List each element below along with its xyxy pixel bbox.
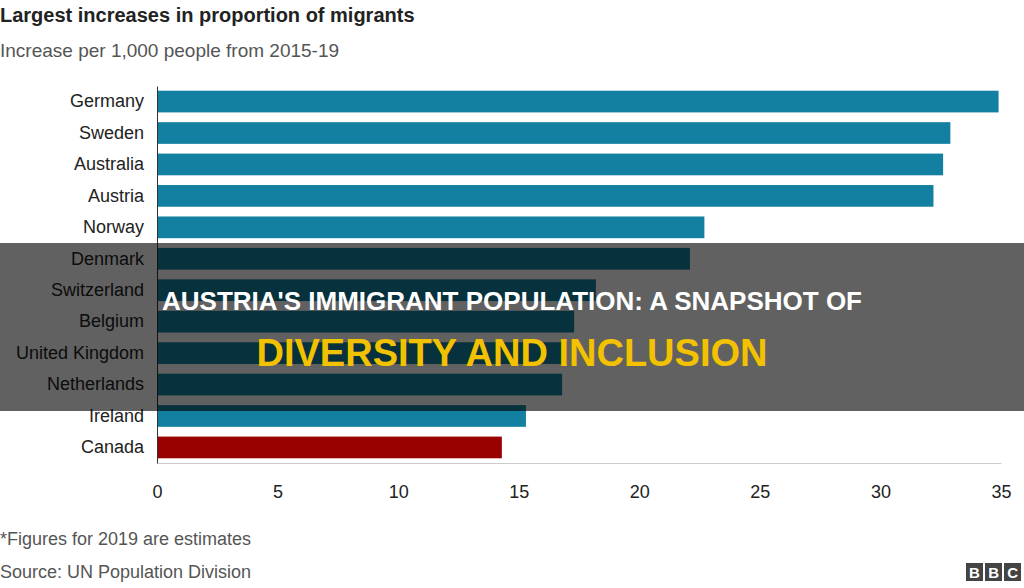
bar	[157, 122, 950, 144]
x-tick: 0	[152, 463, 162, 502]
chart: Largest increases in proportion of migra…	[0, 0, 1024, 588]
title: Largest increases in proportion of migra…	[0, 4, 415, 26]
x-tick: 25	[750, 463, 770, 502]
subtitle: Increase per 1,000 people from 2015-19	[0, 40, 339, 61]
x-tick-label: 10	[389, 482, 409, 502]
x-tick-label: 35	[991, 482, 1011, 502]
y-tick: Canada	[81, 437, 157, 457]
bar	[157, 154, 943, 176]
y-tick: Germany	[70, 91, 157, 111]
x-tick-label: 30	[871, 482, 891, 502]
y-tick-label: Australia	[74, 154, 145, 174]
y-tick: Austria	[88, 186, 157, 206]
x-tick: 15	[509, 463, 529, 502]
overlay-subtitle: DIVERSITY AND INCLUSION	[257, 332, 768, 374]
x-tick-label: 20	[630, 482, 650, 502]
y-tick-label: Germany	[70, 91, 144, 111]
logo-text: BBC	[969, 564, 1024, 581]
x-axis-line	[158, 463, 1002, 464]
x-tick-label: 5	[273, 482, 283, 502]
overlay-title: AUSTRIA'S IMMIGRANT POPULATION: A SNAPSH…	[162, 286, 862, 316]
y-tick-label: Norway	[83, 217, 144, 237]
y-tick-label: Canada	[81, 437, 145, 457]
x-tick: 20	[630, 463, 650, 502]
y-tick-label: Austria	[88, 186, 145, 206]
y-tick: Norway	[83, 217, 157, 237]
bar	[157, 91, 999, 113]
x-tick-label: 15	[509, 482, 529, 502]
bar	[157, 437, 502, 459]
x-axis: 0 5 10 15 20 25 30 35	[152, 463, 1011, 502]
x-tick-label: 0	[152, 482, 162, 502]
y-tick-label: Sweden	[79, 123, 144, 143]
x-tick: 35	[991, 463, 1011, 502]
y-tick: Australia	[74, 154, 157, 174]
y-tick: Sweden	[79, 123, 157, 143]
x-tick: 30	[871, 463, 891, 502]
x-tick: 5	[273, 463, 283, 502]
source: Source: UN Population Division	[0, 562, 251, 582]
bar	[157, 185, 933, 207]
bar	[157, 216, 704, 238]
x-tick-label: 25	[750, 482, 770, 502]
logo: BBC	[966, 563, 1024, 581]
x-tick: 10	[389, 463, 409, 502]
note: *Figures for 2019 are estimates	[0, 529, 251, 549]
overlay-band	[0, 243, 1024, 411]
